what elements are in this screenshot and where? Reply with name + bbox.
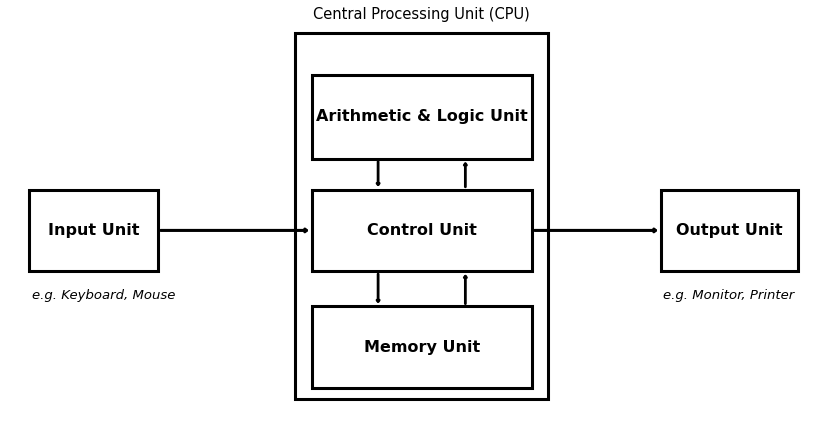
Text: e.g. Keyboard, Mouse: e.g. Keyboard, Mouse <box>32 289 175 302</box>
Bar <box>312 190 532 271</box>
Bar <box>312 306 532 388</box>
Bar <box>312 75 532 159</box>
Bar <box>661 190 798 271</box>
Text: Input Unit: Input Unit <box>47 223 140 238</box>
Text: Output Unit: Output Unit <box>676 223 783 238</box>
Text: Control Unit: Control Unit <box>366 223 477 238</box>
Bar <box>29 190 158 271</box>
Text: Central Processing Unit (CPU): Central Processing Unit (CPU) <box>313 7 530 22</box>
Text: Arithmetic & Logic Unit: Arithmetic & Logic Unit <box>316 109 528 124</box>
Text: Memory Unit: Memory Unit <box>364 340 479 355</box>
Text: e.g. Monitor, Printer: e.g. Monitor, Printer <box>663 289 794 302</box>
Bar <box>295 33 548 399</box>
